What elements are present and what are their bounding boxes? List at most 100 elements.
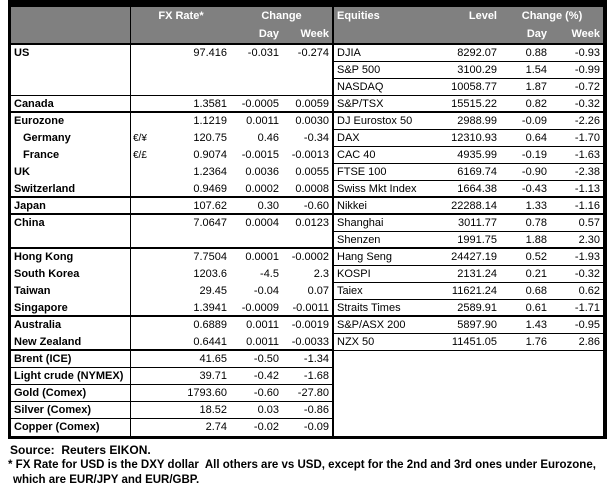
table-row: Japan 107.62 0.30 -0.60 bbox=[11, 198, 332, 215]
region-label: Eurozone bbox=[14, 115, 65, 127]
fx-day-header: Day bbox=[258, 28, 279, 40]
table-row bbox=[11, 62, 332, 79]
fx-week-change: 2.3 bbox=[313, 268, 329, 280]
fx-day-change: 0.0011 bbox=[246, 319, 279, 331]
index-week-change bbox=[551, 351, 603, 367]
index-week-change: -0.32 bbox=[574, 268, 600, 280]
pair-symbol bbox=[131, 96, 157, 111]
index-label: DJ Eurostox 50 bbox=[337, 115, 413, 127]
table-row: Canada 1.3581 -0.0005 0.0059 bbox=[11, 96, 332, 113]
pair-symbol bbox=[131, 198, 157, 213]
region-label: Copper (Comex) bbox=[14, 421, 100, 433]
index-week-change: -1.63 bbox=[574, 149, 600, 161]
index-week-change: 2.30 bbox=[578, 233, 600, 246]
pair-symbol bbox=[131, 45, 157, 61]
index-day-change bbox=[501, 402, 551, 418]
index-label: Shenzen bbox=[337, 233, 381, 246]
index-level-value: 8292.07 bbox=[457, 47, 497, 59]
fx-rate-value: 1.3941 bbox=[193, 301, 227, 314]
table-row: DJ Eurostox 50 2988.99 -0.09 -2.26 bbox=[334, 113, 603, 130]
region-label: China bbox=[14, 217, 45, 229]
index-level-value: 2988.99 bbox=[457, 115, 497, 127]
table-row: US 97.416 -0.031 -0.274 bbox=[11, 45, 332, 62]
equities-table-header: Equities Level Change (%) Day Week bbox=[334, 7, 603, 45]
index-day-change: 0.88 bbox=[525, 47, 547, 59]
pair-symbol bbox=[131, 334, 157, 349]
fx-week-change: -0.274 bbox=[297, 47, 329, 59]
table-row: China 7.0647 0.0004 0.0123 bbox=[11, 215, 332, 232]
index-day-change: 0.64 bbox=[525, 132, 547, 144]
fx-week-change: -0.34 bbox=[303, 132, 329, 144]
index-day-change: 1.88 bbox=[525, 233, 547, 246]
fx-table-body: US 97.416 -0.031 -0.274 Canada 1.3581 -0.0005 0… bbox=[11, 45, 332, 436]
fx-day-change bbox=[231, 62, 283, 78]
fx-week-change: -1.34 bbox=[303, 353, 329, 365]
fx-day-change: -0.031 bbox=[247, 47, 279, 59]
region-label: Gold (Comex) bbox=[14, 387, 87, 399]
index-level-value: 6169.74 bbox=[457, 166, 497, 178]
fx-week-change: 0.0059 bbox=[295, 97, 329, 110]
equities-table: Equities Level Change (%) Day Week DJIA 8… bbox=[334, 7, 603, 436]
fx-day-change: 0.0001 bbox=[245, 251, 279, 263]
index-week-change: -1.70 bbox=[574, 132, 600, 144]
fx-week-change bbox=[283, 232, 332, 247]
fx-week-change: -27.80 bbox=[297, 387, 329, 399]
table-row: DJIA 8292.07 0.88 -0.93 bbox=[334, 45, 603, 62]
region-label: Silver (Comex) bbox=[14, 404, 92, 416]
index-week-change: 2.86 bbox=[578, 336, 600, 348]
index-day-change: -0.09 bbox=[521, 115, 547, 127]
fx-rate-value: 1793.60 bbox=[187, 387, 227, 399]
table-row: Nikkei 22288.14 1.33 -1.16 bbox=[334, 198, 603, 215]
index-label: S&P/ASX 200 bbox=[337, 319, 406, 331]
region-label: Australia bbox=[14, 319, 62, 331]
fx-week-change: 0.0055 bbox=[295, 166, 329, 178]
index-level-value bbox=[443, 351, 501, 367]
index-week-change: -2.38 bbox=[574, 166, 600, 178]
region-label: Canada bbox=[14, 97, 54, 110]
pair-symbol bbox=[131, 232, 157, 247]
table-row: Shenzen 1991.75 1.88 2.30 bbox=[334, 232, 603, 249]
index-label: DAX bbox=[337, 132, 360, 144]
table-row: Germany €/¥ 120.75 0.46 -0.34 bbox=[11, 130, 332, 147]
index-day-change: 1.76 bbox=[525, 336, 547, 348]
table-row: Brent (ICE) 41.65 -0.50 -1.34 bbox=[11, 351, 332, 368]
fx-week-change: -0.0033 bbox=[291, 335, 329, 348]
index-week-change: 0.62 bbox=[578, 285, 600, 297]
index-week-change bbox=[551, 419, 603, 435]
table-row: Eurozone 1.1219 0.0011 0.0030 bbox=[11, 113, 332, 130]
index-day-change bbox=[501, 368, 551, 384]
table-row bbox=[334, 351, 603, 368]
table-row: Silver (Comex) 18.52 0.03 -0.86 bbox=[11, 402, 332, 419]
fx-rate-value: 0.6889 bbox=[193, 319, 227, 331]
table-row: Straits Times 2589.91 0.61 -1.71 bbox=[334, 300, 603, 317]
fx-day-change bbox=[231, 79, 283, 95]
index-label: S&P/TSX bbox=[337, 97, 384, 110]
index-level-value bbox=[443, 402, 501, 418]
fx-rate-value: 1203.6 bbox=[193, 268, 227, 280]
fx-week-change: 0.07 bbox=[307, 285, 329, 297]
index-week-change bbox=[551, 402, 603, 418]
fx-week-change: -0.60 bbox=[303, 199, 329, 212]
table-row: Light crude (NYMEX) 39.71 -0.42 -1.68 bbox=[11, 368, 332, 385]
index-level-value: 22288.14 bbox=[451, 199, 497, 212]
fx-week-header: Week bbox=[300, 28, 329, 40]
index-label bbox=[334, 419, 443, 435]
index-week-change: -0.95 bbox=[574, 319, 600, 331]
fx-rate-value: 7.7504 bbox=[193, 251, 227, 263]
fx-rate-value: 1.3581 bbox=[193, 97, 227, 110]
index-label: NASDAQ bbox=[337, 81, 384, 93]
table-row bbox=[334, 368, 603, 385]
index-week-change: -0.32 bbox=[574, 97, 600, 110]
fx-rate-value: 7.0647 bbox=[193, 217, 227, 229]
index-label bbox=[334, 385, 443, 401]
table-row: Swiss Mkt Index 1664.38 -0.43 -1.13 bbox=[334, 181, 603, 198]
fx-rate-value: 107.62 bbox=[193, 199, 227, 212]
fx-rate-value: 2.74 bbox=[205, 421, 227, 433]
pair-symbol bbox=[131, 402, 157, 418]
fx-day-change: -0.0015 bbox=[241, 149, 279, 161]
pair-symbol bbox=[131, 62, 157, 78]
source-note: Source: Reuters EIKON. bbox=[10, 443, 151, 457]
index-label: CAC 40 bbox=[337, 149, 376, 161]
index-label: Hang Seng bbox=[337, 251, 393, 263]
